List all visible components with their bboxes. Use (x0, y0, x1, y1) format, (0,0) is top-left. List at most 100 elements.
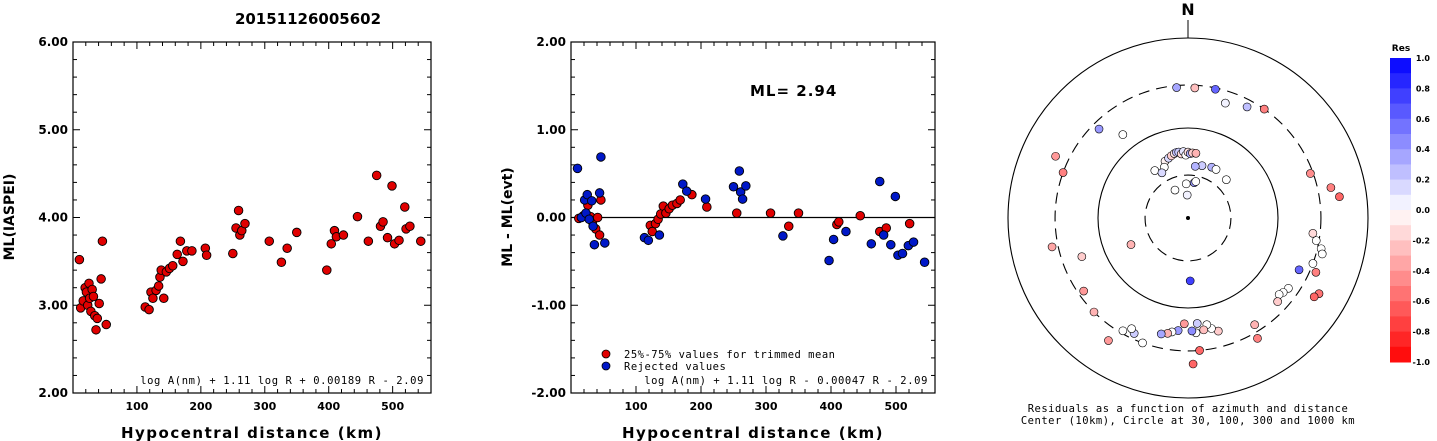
data-point (728, 182, 739, 192)
residual-point (1259, 104, 1269, 114)
y-axis-label: ML - ML(evt) (500, 167, 516, 266)
data-point (855, 210, 866, 221)
x-tick-label: 400 (317, 400, 340, 413)
residual-vs-distance-plot: 100 200 300 400 500 -2.00 -1.00 0.00 1.00 2.00 ML… (500, 35, 936, 441)
data-point (338, 230, 349, 240)
figure-title: 20151126005602 (235, 10, 381, 28)
residual-point (1309, 292, 1319, 302)
legend-marker-trimmed (601, 349, 611, 359)
residual-point (1094, 124, 1104, 134)
residual-point (1127, 324, 1136, 333)
data-point (828, 234, 839, 245)
distance-ring (1097, 127, 1279, 309)
colorbar-segment (1390, 316, 1411, 333)
data-point (875, 176, 885, 187)
data-point (94, 298, 104, 309)
residual-point (1211, 165, 1221, 174)
residual-point (1311, 267, 1321, 277)
residual-point (1294, 265, 1304, 275)
residual-point (1335, 192, 1344, 202)
data-point (172, 249, 182, 260)
epicenter-marker (1186, 216, 1190, 220)
residual-point (1242, 102, 1252, 112)
axis-ticks: 100 200 300 400 500 -2.00 -1.00 0.00 1.00 2.00 (531, 35, 936, 413)
data-points (74, 170, 426, 335)
data-point (589, 239, 600, 250)
residual-point (1172, 83, 1181, 92)
x-tick-label: 200 (690, 400, 713, 413)
caption-line-1: Residuals as a function of azimuth and d… (1028, 403, 1349, 415)
data-point (352, 211, 363, 222)
residual-point (1250, 320, 1259, 329)
data-point (654, 230, 665, 240)
data-point (784, 221, 794, 232)
data-point (416, 236, 426, 246)
data-point (681, 186, 692, 196)
colorbar-tick-label: 0.6 (1416, 115, 1431, 124)
residual-point (1274, 290, 1284, 299)
data-point (596, 152, 606, 162)
data-point (572, 163, 583, 174)
residual-point (1199, 325, 1209, 335)
distance-ring (1007, 37, 1369, 399)
y-tick-label: 2.00 (38, 386, 68, 400)
data-point (890, 191, 901, 202)
data-points (1047, 83, 1344, 369)
colorbar-tick-label: -0.8 (1413, 328, 1431, 337)
residual-point (1047, 242, 1057, 252)
colorbar-segment (1390, 210, 1411, 226)
x-axis-label: Hypocentral distance (km) (121, 424, 383, 441)
data-point (240, 218, 250, 229)
data-point (587, 196, 597, 206)
distance-ring (1144, 174, 1232, 262)
colorbar-tick-label: -0.4 (1413, 267, 1431, 276)
data-point (201, 250, 212, 260)
data-point (405, 221, 415, 232)
data-point (74, 254, 85, 265)
residual-point (1191, 177, 1201, 186)
residual-point (1185, 276, 1195, 286)
data-point (594, 188, 605, 198)
y-axis-label: ML(IASPEI) (2, 174, 18, 261)
residual-point (1104, 336, 1113, 345)
x-tick-label: 100 (125, 400, 148, 413)
data-point (282, 243, 292, 253)
data-point (778, 231, 788, 241)
data-point (159, 293, 169, 303)
data-points (572, 152, 930, 268)
y-tick-label: -2.00 (531, 386, 566, 400)
residual-point (1180, 319, 1189, 329)
data-point (702, 202, 712, 212)
y-tick-label: 5.00 (38, 123, 68, 137)
colorbar-segment (1390, 346, 1411, 363)
data-point (148, 293, 158, 303)
data-point (387, 181, 397, 191)
data-point (841, 226, 851, 237)
data-point (378, 217, 388, 227)
residual-point (1308, 229, 1318, 238)
colorbar-segment (1390, 179, 1411, 196)
data-point (734, 166, 745, 176)
data-point (793, 208, 804, 218)
colorbar-segment (1390, 73, 1411, 89)
colorbar-segment (1390, 88, 1411, 105)
y-tick-label: 3.00 (38, 298, 68, 312)
data-point (824, 255, 834, 266)
data-point (904, 218, 915, 229)
axis-ticks: 100 200 300 400 500 2.00 3.00 4.00 5.00 6.00 (38, 35, 432, 413)
residual-point (1222, 175, 1231, 184)
colorbar-tick-label: 0.8 (1416, 84, 1431, 93)
data-point (187, 246, 197, 256)
north-label: N (1181, 0, 1194, 19)
residual-point (1051, 151, 1060, 161)
colorbar-segment (1390, 194, 1411, 211)
y-tick-label: 1.00 (536, 123, 566, 137)
residual-point (1157, 168, 1167, 178)
x-tick-label: 300 (755, 400, 778, 413)
residual-point (1326, 183, 1336, 192)
legend-label-rejected: Rejected values (624, 361, 726, 373)
legend-label-trimmed: 25%-75% values for trimmed mean (624, 349, 835, 361)
colorbar-segment (1390, 225, 1411, 241)
data-point (264, 236, 275, 246)
